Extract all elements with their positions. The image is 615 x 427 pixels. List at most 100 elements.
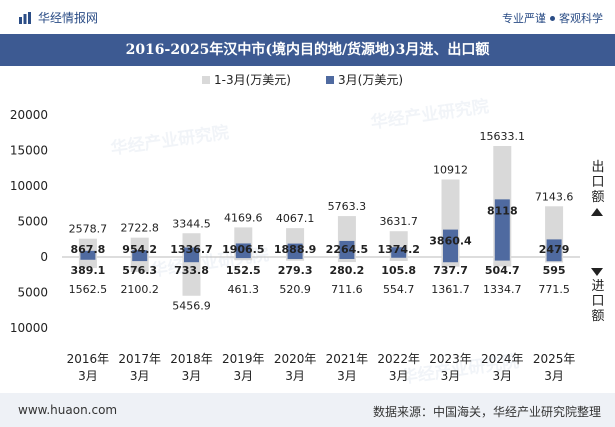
data-label-ytd-import: 2100.2 <box>120 283 159 296</box>
legend-label-month: 3月(万美元) <box>338 73 403 87</box>
x-tick-label: 3月 <box>130 369 150 383</box>
slogan-left: 专业严谨 <box>502 12 546 25</box>
x-tick-label: 2022年 <box>377 352 420 366</box>
bar-month-export <box>339 240 355 257</box>
y-tick-label: 5000 <box>17 215 48 229</box>
bar-month-export <box>184 247 199 257</box>
bar-month-import <box>443 257 458 263</box>
x-tick-label: 3月 <box>337 369 357 383</box>
slogan: 专业严谨 客观科学 <box>502 10 603 26</box>
data-label-month-import: 737.7 <box>433 264 468 277</box>
bar-ytd-import <box>78 257 97 269</box>
footer-site[interactable]: www.huaon.com <box>18 403 118 417</box>
x-tick-label: 3月 <box>182 369 202 383</box>
data-label-month-export: 2479 <box>539 243 570 256</box>
x-tick-label: 2024年 <box>481 352 524 366</box>
bar-month-import <box>546 257 562 262</box>
x-tick-label: 2023年 <box>429 352 472 366</box>
data-label-ytd-import: 1361.7 <box>431 283 470 296</box>
data-label-month-import: 576.3 <box>122 264 157 277</box>
y-tick-label: 15000 <box>10 144 48 158</box>
bar-ytd-import <box>389 257 408 261</box>
bar-month-export <box>80 250 96 257</box>
data-label-ytd-export: 10912 <box>433 164 468 177</box>
data-label-ytd-import: 5456.9 <box>172 300 211 313</box>
chart-title: 2016-2025年汉中市(境内目的地/货源地)3月进、出口额 <box>125 42 490 58</box>
data-label-ytd-import: 461.3 <box>228 283 260 296</box>
y-tick-label: 20000 <box>10 108 48 122</box>
x-tick-label: 2020年 <box>274 352 317 366</box>
data-label-month-import: 152.5 <box>226 264 261 277</box>
top-bar: 华经情报网 专业严谨 客观科学 <box>0 0 615 34</box>
x-tick-label: 3月 <box>233 369 253 383</box>
down-triangle-icon <box>591 268 603 276</box>
brand[interactable]: 华经情报网 <box>18 9 98 26</box>
x-tick-label: 2021年 <box>326 352 369 366</box>
data-label-month-export: 3860.4 <box>429 235 472 248</box>
data-label-month-import: 733.8 <box>174 264 209 277</box>
data-label-month-export: 1906.5 <box>222 243 264 256</box>
data-label-ytd-export: 7143.6 <box>535 190 574 203</box>
data-label-month-export: 8118 <box>487 204 518 217</box>
bar-month-export <box>546 239 562 257</box>
side-label-import: 进口额 <box>591 279 605 324</box>
y-tick-label: 10000 <box>10 321 48 335</box>
x-tick-label: 3月 <box>389 369 409 383</box>
bar-month-export <box>235 243 251 257</box>
x-tick-label: 2017年 <box>118 352 161 366</box>
data-label-ytd-import: 711.6 <box>331 283 363 296</box>
x-tick-label: 3月 <box>544 369 564 383</box>
bar-month-import <box>494 257 510 261</box>
data-label-ytd-import: 520.9 <box>279 283 311 296</box>
x-tick-label: 3月 <box>441 369 461 383</box>
x-tick-label: 3月 <box>492 369 512 383</box>
x-tick-label: 2016年 <box>67 352 110 366</box>
bar-month-import <box>339 257 355 259</box>
data-label-ytd-export: 5763.3 <box>328 200 367 213</box>
x-tick-label: 2019年 <box>222 352 265 366</box>
up-triangle-icon <box>591 208 603 216</box>
bar-month-export <box>132 250 148 257</box>
data-label-ytd-import: 1334.7 <box>483 283 522 296</box>
data-label-month-export: 954.2 <box>122 243 157 256</box>
bar-ytd-import <box>337 257 356 263</box>
bar-month-export <box>443 229 458 257</box>
legend-label-ytd: 1-3月(万美元) <box>214 73 291 87</box>
bar-month-import <box>184 257 199 263</box>
chart: 1-3月(万美元) 3月(万美元) 20000 15000 10000 5000 0 5000… <box>10 73 580 383</box>
bar-ytd-import <box>182 257 201 296</box>
data-label-ytd-import: 554.7 <box>383 283 415 296</box>
y-tick-label: 5000 <box>17 286 48 300</box>
data-label-ytd-export: 3631.7 <box>379 215 418 228</box>
side-label-export: 出口额 <box>591 160 605 205</box>
bar-month-import <box>132 257 148 262</box>
x-tick-label: 2018年 <box>170 352 213 366</box>
bar-month-export <box>494 199 510 257</box>
bar-ytd-import <box>493 257 512 267</box>
bullet-icon <box>550 15 555 21</box>
title-bar: 2016-2025年汉中市(境内目的地/货源地)3月进、出口额 <box>0 34 615 66</box>
footer: www.huaon.com 数据来源：中国海关，华经产业研究院整理 <box>0 393 615 427</box>
bar-month-export <box>391 247 407 257</box>
brand-name: 华经情报网 <box>38 11 99 25</box>
data-label-month-import: 280.2 <box>330 264 365 277</box>
data-label-ytd-export: 4067.1 <box>276 212 315 225</box>
bar-month-import <box>391 257 407 258</box>
data-label-ytd-export: 15633.1 <box>480 130 526 143</box>
bar-month-import <box>235 257 251 259</box>
legend-swatch-ytd <box>202 76 210 84</box>
data-label-month-import: 279.3 <box>278 264 313 277</box>
footer-source: 数据来源：中国海关，华经产业研究院整理 <box>372 405 601 419</box>
data-label-ytd-import: 771.5 <box>538 283 570 296</box>
x-tick-label: 2025年 <box>533 352 576 366</box>
data-label-month-export: 1888.9 <box>274 243 316 256</box>
slogan-right: 客观科学 <box>559 12 603 25</box>
bar-ytd-import <box>234 257 253 261</box>
bar-month-export <box>287 243 303 257</box>
data-label-month-import: 105.8 <box>381 264 416 277</box>
brand-logo-icon <box>19 11 31 24</box>
legend-swatch-month <box>326 76 334 84</box>
data-label-month-export: 2264.5 <box>326 243 368 256</box>
x-tick-label: 3月 <box>285 369 305 383</box>
bar-month-import <box>287 257 303 259</box>
